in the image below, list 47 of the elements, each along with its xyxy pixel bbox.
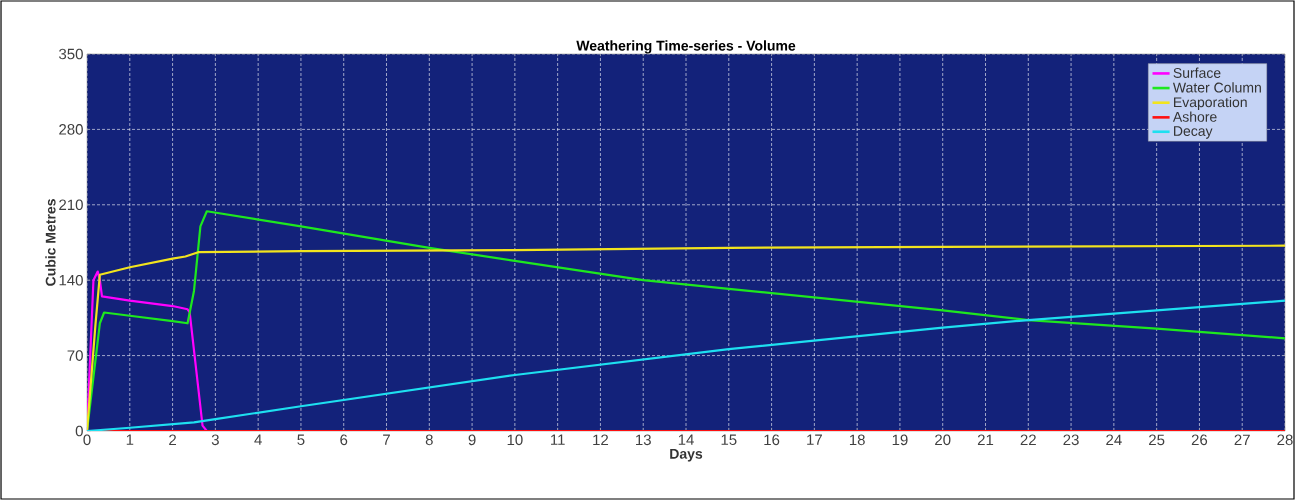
x-tick-label: 1: [126, 434, 134, 445]
x-tick-label: 6: [340, 434, 348, 446]
legend-label: Decay: [1174, 126, 1213, 139]
x-tick-label: 0: [83, 434, 91, 446]
line-series: [87, 270, 208, 431]
x-tick-label: 14: [678, 434, 694, 445]
legend-label: Ashore: [1172, 111, 1217, 122]
x-tick-label: 25: [1149, 434, 1165, 446]
x-tick-label: 12: [593, 434, 609, 445]
x-tick-label: 15: [721, 434, 737, 445]
y-tick-label: 350: [59, 48, 83, 60]
x-tick-label: 16: [764, 434, 780, 446]
x-tick-label: 24: [1106, 434, 1122, 445]
line-series: [87, 210, 1285, 431]
y-tick-label: 210: [59, 199, 83, 211]
x-tick-label: 3: [211, 434, 219, 446]
x-tick-label: 27: [1234, 434, 1250, 445]
x-tick-label: 5: [297, 434, 305, 445]
x-tick-label: 9: [468, 434, 476, 446]
x-tick-label: 2: [169, 434, 177, 445]
y-tick-label: 140: [59, 274, 83, 286]
x-tick-label: 28: [1277, 434, 1293, 446]
line-series: [87, 244, 1285, 431]
x-tick-label: 7: [383, 434, 390, 445]
x-tick-label: 21: [977, 434, 994, 445]
y-tick-label: 70: [67, 350, 83, 361]
x-tick-label: 13: [636, 434, 651, 446]
x-tick-label: 26: [1191, 434, 1208, 446]
x-tick-label: 18: [849, 434, 865, 446]
x-tick-label: 17: [807, 434, 822, 445]
x-tick-label: 22: [1020, 434, 1036, 445]
x-tick-label: 23: [1063, 434, 1079, 446]
y-tick-label: 280: [59, 124, 83, 135]
legend-label: Water Column: [1172, 82, 1261, 93]
legend-label: Evaporation: [1174, 96, 1247, 110]
x-tick-label: 4: [254, 434, 262, 445]
x-tick-label: 19: [892, 434, 908, 446]
x-tick-label: 8: [425, 434, 433, 446]
line-series: [87, 299, 1285, 431]
y-tick-label: 0: [75, 425, 83, 437]
x-tick-label: 20: [935, 434, 951, 446]
chart-title: Weathering Time-series - Volume: [576, 40, 796, 54]
x-axis-title: Days: [670, 449, 703, 462]
legend-label: Surface: [1173, 67, 1221, 78]
x-tick-label: 10: [507, 434, 523, 446]
y-axis-title: Cubic Metres: [45, 199, 56, 286]
x-tick-label: 11: [551, 434, 565, 445]
